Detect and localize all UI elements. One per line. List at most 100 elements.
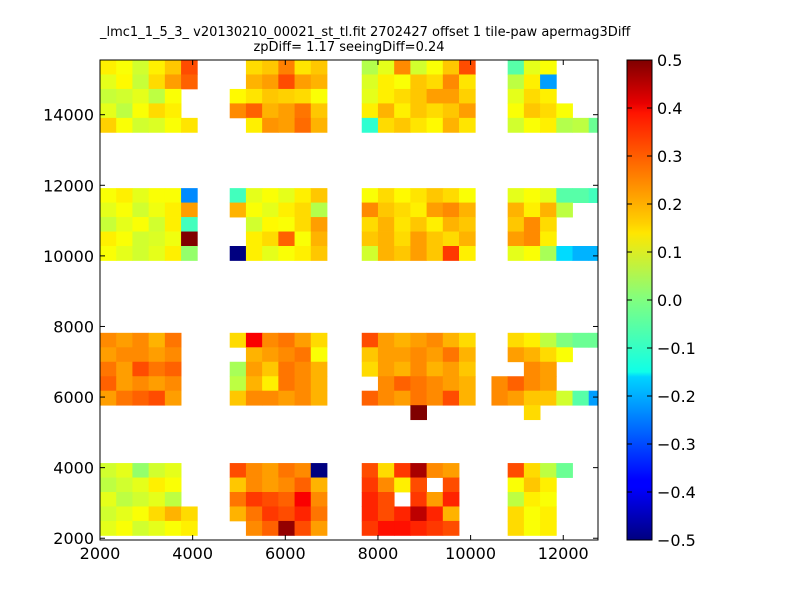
heatmap-cell — [459, 390, 476, 406]
heatmap-cell — [310, 188, 328, 203]
heatmap-cell — [262, 492, 279, 507]
heatmap-cell — [245, 74, 263, 90]
heatmap-cell — [245, 246, 263, 261]
heatmap-cell — [132, 246, 150, 261]
heatmap-cell — [442, 463, 460, 478]
heatmap-cell — [164, 117, 182, 133]
heatmap-cell — [459, 60, 476, 75]
heatmap-cell — [377, 492, 395, 507]
heatmap-cell — [310, 492, 328, 507]
heatmap-cell — [361, 492, 379, 507]
heatmap-cell — [377, 390, 395, 406]
heatmap-cell — [148, 520, 166, 536]
heatmap-cell — [361, 390, 379, 406]
heatmap-cell — [540, 74, 557, 90]
y-tick-label: 12000 — [43, 176, 94, 195]
heatmap-cell — [100, 492, 117, 507]
heatmap-cell — [377, 217, 395, 232]
heatmap-cell — [294, 117, 312, 133]
heatmap-cell — [245, 60, 263, 75]
heatmap-cell — [132, 492, 150, 507]
heatmap-cell — [100, 520, 117, 536]
heatmap-cell — [181, 246, 198, 261]
heatmap-cell — [132, 506, 150, 522]
heatmap-cell — [278, 506, 295, 522]
heatmap-cell — [245, 492, 263, 507]
heatmap-cell — [148, 117, 166, 133]
heatmap-cell — [294, 231, 312, 247]
heatmap-cell — [377, 506, 395, 522]
heatmap-cell — [310, 103, 328, 119]
heatmap-cell — [442, 332, 460, 348]
heatmap-cell — [116, 332, 133, 348]
heatmap-cell — [245, 376, 263, 392]
chart-title: _lmc1_1_5_3_ v20130210_00021_st_tl.fit 2… — [100, 25, 630, 55]
heatmap-cell — [148, 463, 166, 478]
heatmap-cell — [294, 376, 312, 392]
heatmap-cell — [310, 506, 328, 522]
heatmap-cell — [164, 376, 182, 392]
colorbar-tick-label: −0.1 — [657, 339, 696, 358]
heatmap-cell — [556, 463, 573, 478]
heatmap-cell — [294, 217, 312, 232]
heatmap-cell — [540, 217, 557, 232]
heatmap-cell — [556, 390, 573, 406]
heatmap-cell — [181, 60, 198, 75]
heatmap-cell — [377, 231, 395, 247]
heatmap-cell — [426, 188, 444, 203]
heatmap-cell — [540, 246, 557, 261]
heatmap-cell — [426, 376, 444, 392]
heatmap-cell — [377, 376, 395, 392]
heatmap-cell — [523, 361, 541, 377]
heatmap-cell — [361, 246, 379, 261]
heatmap-cell — [116, 506, 133, 522]
heatmap-cell — [262, 390, 279, 406]
heatmap-cell — [278, 492, 295, 507]
heatmap-cell — [229, 390, 247, 406]
heatmap-cell — [523, 376, 541, 392]
heatmap-cell — [132, 188, 150, 203]
heatmap-cell — [262, 103, 279, 119]
heatmap-cell — [181, 74, 198, 90]
heatmap-cell — [278, 347, 295, 363]
heatmap-cell — [310, 117, 328, 133]
heatmap-cell — [410, 492, 427, 507]
heatmap-cell — [410, 217, 427, 232]
heatmap-cell — [491, 390, 509, 406]
heatmap-cell — [507, 117, 525, 133]
heatmap-cell — [294, 520, 312, 536]
heatmap-cell — [442, 231, 460, 247]
heatmap-cell — [132, 231, 150, 247]
heatmap-cell — [459, 88, 476, 104]
heatmap-cell — [278, 103, 295, 119]
heatmap-cell — [394, 463, 411, 478]
heatmap-cell — [262, 332, 279, 348]
heatmap-cell — [245, 202, 263, 218]
heatmap-cell — [540, 376, 557, 392]
heatmap-cell — [361, 231, 379, 247]
colorbar-tick-label: 0.3 — [657, 147, 682, 166]
heatmap-cell — [100, 117, 117, 133]
heatmap-cell — [442, 202, 460, 218]
heatmap-cell — [540, 332, 557, 348]
heatmap-cell — [394, 103, 411, 119]
heatmap-cell — [540, 88, 557, 104]
heatmap-cell — [361, 217, 379, 232]
heatmap-cell — [229, 506, 247, 522]
heatmap-cell — [294, 463, 312, 478]
heatmap-cell — [442, 477, 460, 493]
heatmap-cell — [181, 520, 198, 536]
heatmap-cell — [164, 74, 182, 90]
heatmap-cell — [294, 492, 312, 507]
heatmap-cell — [132, 202, 150, 218]
heatmap-cell — [459, 117, 476, 133]
heatmap-cell — [116, 202, 133, 218]
heatmap-cell — [442, 74, 460, 90]
heatmap-cell — [294, 506, 312, 522]
heatmap-cell — [523, 117, 541, 133]
heatmap-cell — [278, 88, 295, 104]
heatmap-cell — [523, 231, 541, 247]
heatmap-cell — [377, 117, 395, 133]
heatmap-cell — [540, 361, 557, 377]
